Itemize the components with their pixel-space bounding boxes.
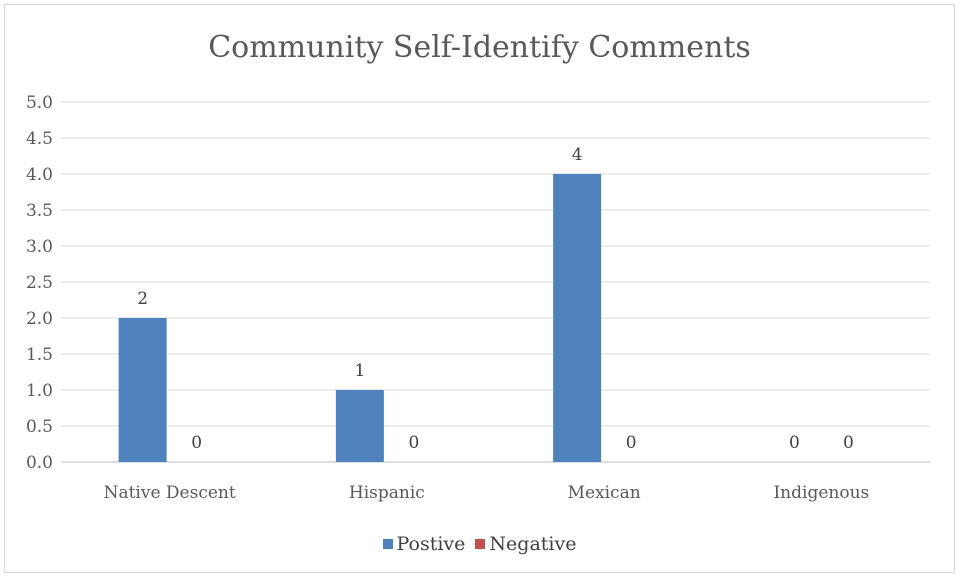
y-tick-label: 2.5 bbox=[26, 273, 53, 293]
chart-frame bbox=[4, 4, 955, 573]
bar-positive bbox=[118, 318, 167, 462]
y-tick-label: 3.5 bbox=[26, 201, 53, 221]
bar-positive bbox=[335, 390, 384, 462]
y-tick-label: 5.0 bbox=[26, 93, 53, 113]
legend: Postive Negative bbox=[0, 533, 959, 555]
data-label: 0 bbox=[626, 433, 637, 453]
category-label: Mexican bbox=[568, 483, 641, 503]
legend-label-positive: Postive bbox=[396, 533, 466, 555]
y-tick-label: 0.5 bbox=[26, 417, 53, 437]
chart-title: Community Self-Identify Comments bbox=[208, 30, 751, 65]
category-label: Hispanic bbox=[349, 483, 425, 503]
legend-swatch-positive bbox=[382, 539, 393, 549]
data-label: 1 bbox=[354, 361, 365, 381]
data-label: 2 bbox=[137, 289, 148, 309]
category-label: Indigenous bbox=[773, 483, 869, 503]
legend-item-positive: Postive bbox=[382, 533, 466, 555]
category-label: Native Descent bbox=[104, 483, 236, 503]
legend-swatch-negative bbox=[475, 539, 486, 549]
data-label: 0 bbox=[408, 433, 419, 453]
data-label: 0 bbox=[789, 433, 800, 453]
y-tick-label: 1.5 bbox=[26, 345, 53, 365]
y-tick-label: 3.0 bbox=[26, 237, 53, 257]
legend-item-negative: Negative bbox=[475, 533, 576, 555]
data-label: 4 bbox=[572, 145, 583, 165]
data-label: 0 bbox=[843, 433, 854, 453]
y-tick-label: 2.0 bbox=[26, 309, 53, 329]
bar-positive bbox=[553, 174, 602, 462]
y-tick-label: 0.0 bbox=[26, 453, 53, 473]
y-tick-label: 4.0 bbox=[26, 165, 53, 185]
y-tick-label: 1.0 bbox=[26, 381, 53, 401]
data-label: 0 bbox=[191, 433, 202, 453]
y-tick-label: 4.5 bbox=[26, 129, 53, 149]
legend-label-negative: Negative bbox=[489, 533, 577, 555]
